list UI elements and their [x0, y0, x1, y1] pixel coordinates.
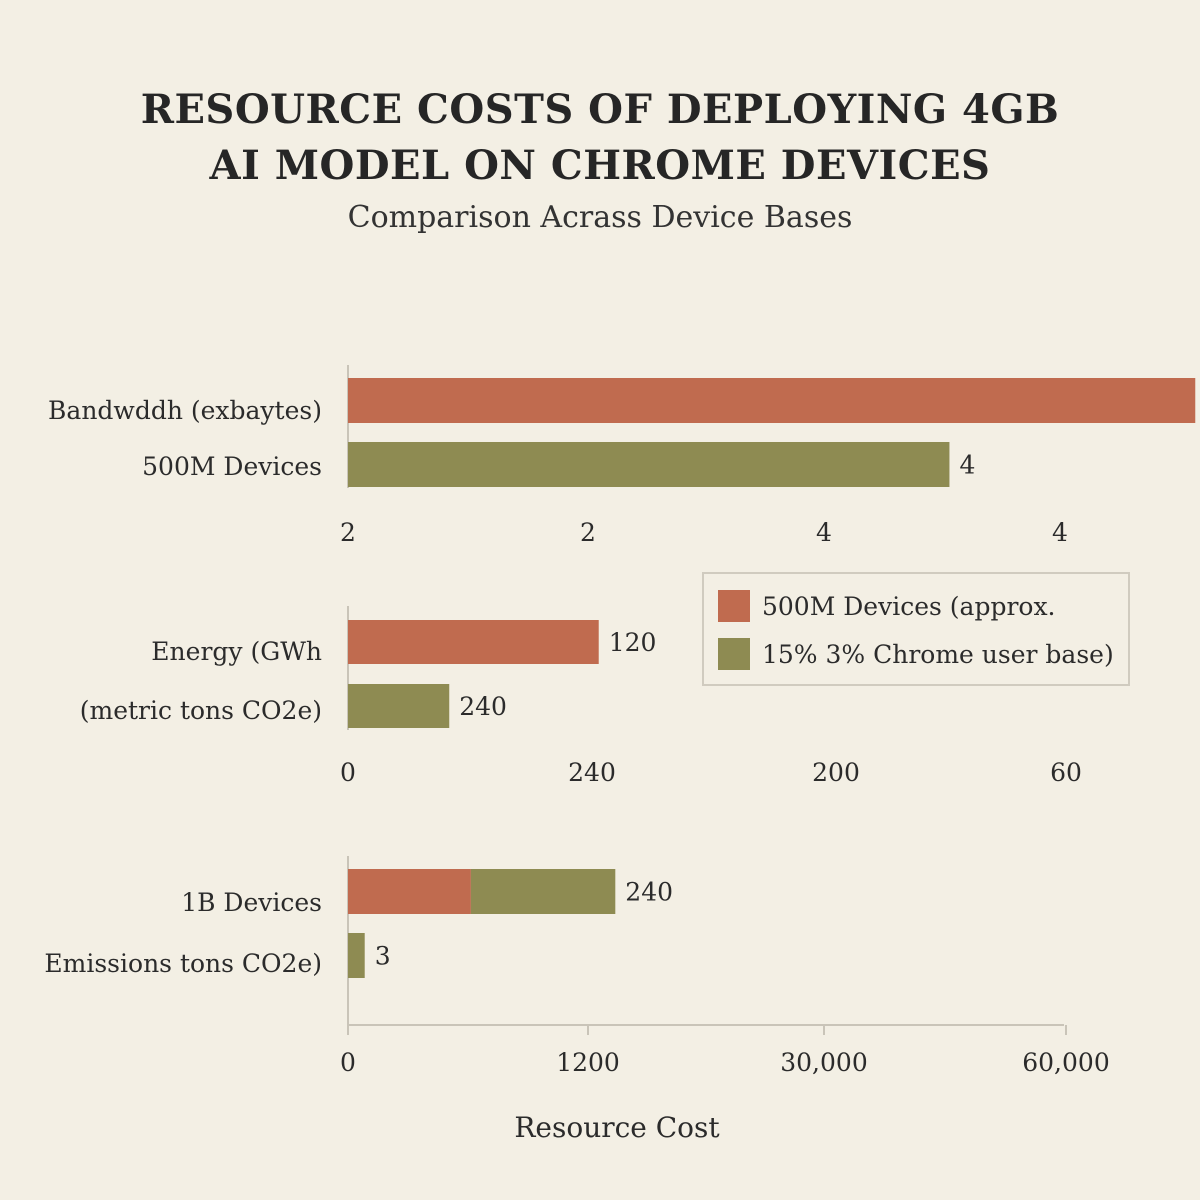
data-label: 120	[609, 628, 657, 657]
x-tick-label: 1200	[556, 1048, 620, 1077]
bar-segment	[348, 684, 450, 728]
x-tick-label: 60,000	[1022, 1048, 1109, 1077]
legend-label-series-a: 500M Devices (approx.	[762, 591, 1056, 621]
category-label: Energy (GWh	[151, 637, 322, 666]
x-tick-label: 0	[340, 1048, 356, 1077]
category-label: 500M Devices	[142, 452, 322, 481]
x-tick-label: 2	[340, 518, 356, 547]
bar-segment	[348, 378, 1196, 423]
legend-item-500m-devices: 500M Devices (approx.	[718, 590, 1056, 622]
data-label: 240	[459, 692, 507, 721]
chart-title-line-1: RESOURCE COSTS OF DEPLOYING 4GB	[140, 86, 1060, 133]
x-axis-title: Resource Cost	[514, 1111, 720, 1144]
category-label: (metric tons CO2e)	[80, 696, 322, 725]
x-tick-label: 0	[340, 758, 356, 787]
x-tick-label: 30,000	[780, 1048, 867, 1077]
chart-title: RESOURCE COSTS OF DEPLOYING 4GB AI MODEL…	[0, 82, 1200, 194]
category-label: 1B Devices	[181, 888, 322, 917]
bar-segment	[348, 442, 950, 487]
chart-title-line-2: AI MODEL ON CHROME DEVICES	[209, 142, 991, 189]
x-tick-label: 60	[1050, 758, 1082, 787]
x-tick-label: 4	[816, 518, 832, 547]
data-label: 4	[959, 451, 975, 480]
legend: 500M Devices (approx. 15% 3% Chrome user…	[702, 572, 1130, 686]
legend-swatch-series-a	[718, 590, 750, 622]
data-label: 240	[625, 878, 673, 907]
x-tick-label: 4	[1052, 518, 1068, 547]
bar-segment	[348, 869, 471, 914]
legend-swatch-series-b	[718, 638, 750, 670]
bar-segment	[470, 869, 616, 914]
category-label: Emissions tons CO2e)	[44, 949, 322, 978]
chart-subtitle: Comparison Acrass Device Bases	[347, 200, 853, 235]
x-tick-label: 2	[580, 518, 596, 547]
category-label: Bandwddh (exbaytes)	[48, 396, 322, 425]
legend-item-chrome-user-base: 15% 3% Chrome user base)	[718, 638, 1114, 670]
bar-segment	[348, 933, 365, 978]
data-label: 3	[375, 942, 391, 971]
bar-segment	[348, 620, 599, 664]
x-tick-label: 200	[812, 758, 860, 787]
legend-label-series-b: 15% 3% Chrome user base)	[762, 639, 1114, 669]
x-tick-label: 240	[568, 758, 616, 787]
